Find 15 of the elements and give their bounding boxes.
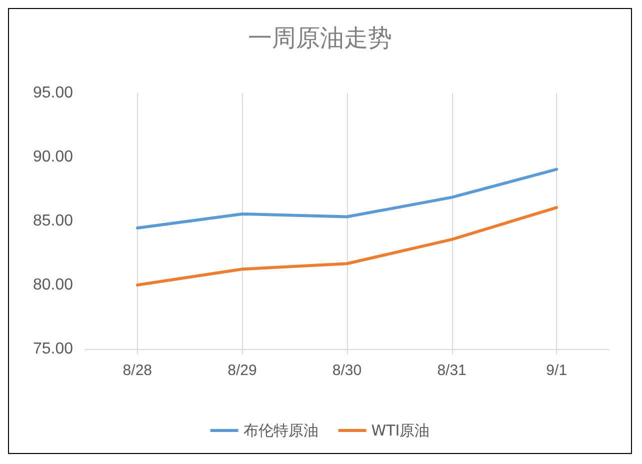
chart-title: 一周原油走势: [248, 24, 392, 52]
x-tick-label: 9/1: [546, 362, 568, 379]
x-tick-label: 8/28: [122, 362, 152, 379]
line-series: [136, 206, 558, 286]
x-tick-label: 8/29: [228, 362, 257, 379]
y-tick-label: 95.00: [32, 84, 74, 102]
legend-label: WTI原油: [371, 422, 430, 440]
x-tick-label: 8/31: [437, 362, 466, 379]
legend-label: 布伦特原油: [243, 422, 318, 440]
x-tick-label: 8/30: [332, 362, 362, 379]
line-series: [136, 168, 558, 230]
y-tick-label: 90.00: [32, 148, 74, 166]
y-tick-label: 80.00: [32, 276, 74, 294]
y-tick-label: 75.00: [32, 340, 74, 358]
y-tick-label: 85.00: [32, 212, 74, 230]
